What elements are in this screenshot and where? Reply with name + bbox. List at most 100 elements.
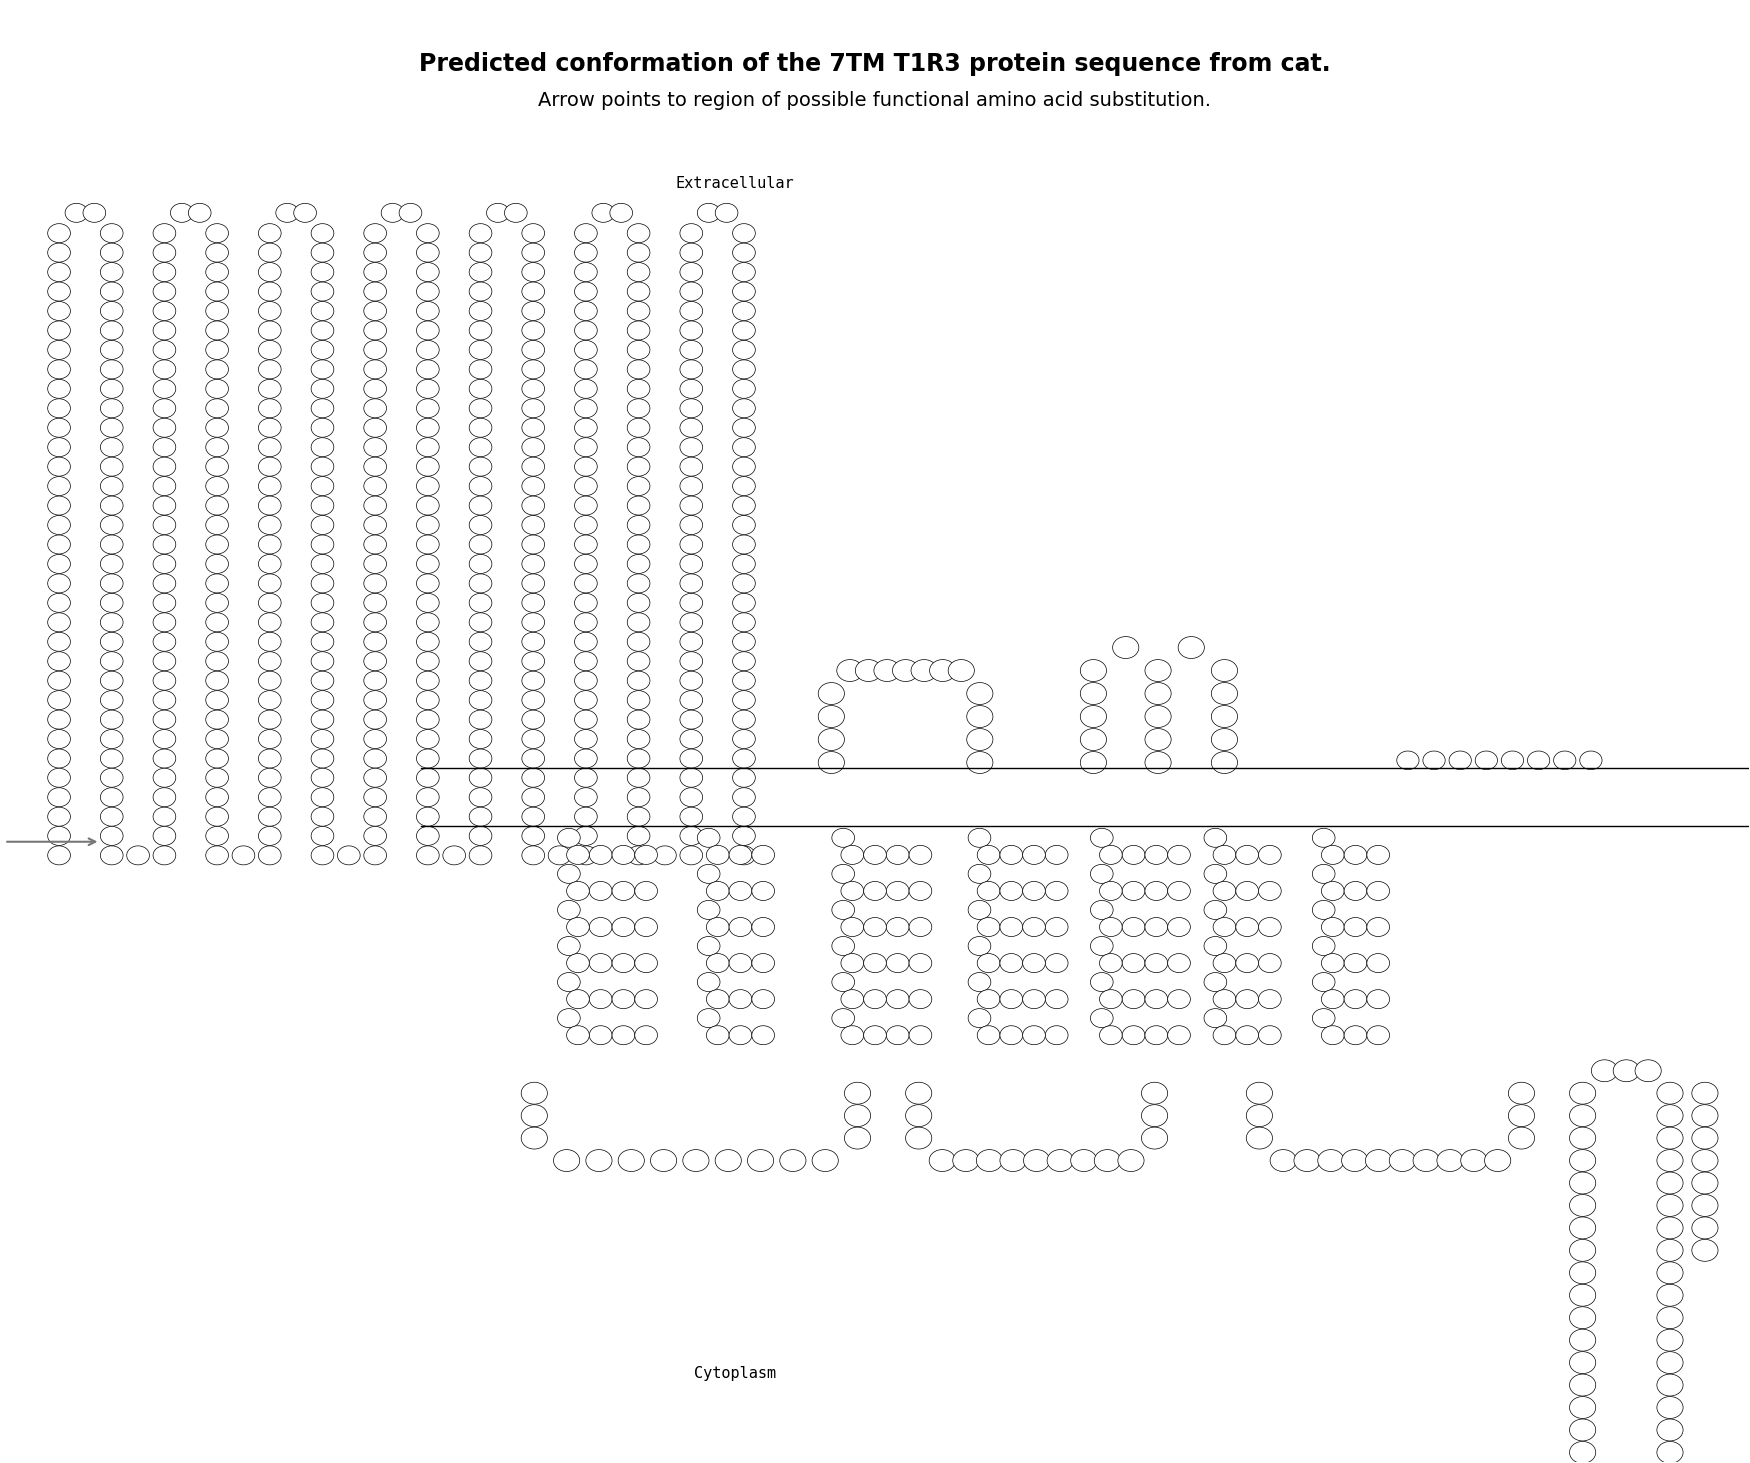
Circle shape (1258, 954, 1281, 973)
Circle shape (574, 360, 597, 379)
Circle shape (1692, 1172, 1718, 1194)
Circle shape (312, 379, 334, 398)
Circle shape (567, 917, 590, 936)
Circle shape (522, 613, 544, 632)
Circle shape (1144, 882, 1167, 900)
Circle shape (1344, 989, 1367, 1008)
Circle shape (574, 515, 597, 534)
Circle shape (100, 301, 122, 320)
Circle shape (1122, 846, 1144, 865)
Circle shape (682, 1150, 709, 1172)
Circle shape (469, 730, 492, 749)
Circle shape (100, 224, 122, 243)
Circle shape (1236, 989, 1258, 1008)
Circle shape (635, 954, 658, 973)
Circle shape (1122, 1026, 1144, 1045)
Circle shape (100, 613, 122, 632)
Circle shape (152, 477, 175, 496)
Circle shape (626, 787, 649, 806)
Circle shape (1022, 1026, 1045, 1045)
Circle shape (681, 846, 704, 865)
Circle shape (1321, 917, 1344, 936)
Circle shape (416, 243, 439, 262)
Circle shape (1211, 752, 1237, 774)
Circle shape (259, 827, 282, 846)
Circle shape (416, 787, 439, 806)
Circle shape (626, 224, 649, 243)
Circle shape (100, 730, 122, 749)
Circle shape (47, 515, 70, 534)
Circle shape (626, 710, 649, 729)
Circle shape (1122, 954, 1144, 973)
Circle shape (259, 594, 282, 613)
Circle shape (100, 243, 122, 262)
Circle shape (733, 846, 756, 865)
Circle shape (1312, 865, 1335, 884)
Circle shape (831, 828, 854, 847)
Circle shape (416, 808, 439, 827)
Circle shape (259, 282, 282, 301)
Circle shape (259, 749, 282, 768)
Circle shape (47, 594, 70, 613)
Circle shape (1344, 954, 1367, 973)
Circle shape (681, 827, 704, 846)
Circle shape (1423, 751, 1446, 770)
Circle shape (206, 710, 229, 729)
Circle shape (733, 691, 756, 710)
Circle shape (1342, 1150, 1368, 1172)
Circle shape (1570, 1263, 1596, 1283)
Circle shape (312, 554, 334, 573)
Circle shape (1502, 751, 1524, 770)
Circle shape (574, 456, 597, 475)
Circle shape (1211, 705, 1237, 727)
Circle shape (812, 1150, 838, 1172)
Circle shape (1144, 1026, 1167, 1045)
Circle shape (864, 846, 886, 865)
Circle shape (364, 768, 387, 787)
Circle shape (1692, 1217, 1718, 1239)
Circle shape (206, 477, 229, 496)
Circle shape (1484, 1150, 1510, 1172)
Circle shape (733, 496, 756, 515)
Circle shape (1246, 1105, 1272, 1127)
Circle shape (364, 262, 387, 281)
Circle shape (567, 846, 590, 865)
Circle shape (752, 882, 775, 900)
Circle shape (1390, 1150, 1416, 1172)
Circle shape (206, 379, 229, 398)
Circle shape (47, 672, 70, 691)
Circle shape (47, 730, 70, 749)
Circle shape (1692, 1127, 1718, 1148)
Circle shape (558, 973, 581, 992)
Circle shape (966, 705, 992, 727)
Circle shape (626, 808, 649, 827)
Circle shape (1022, 846, 1045, 865)
Circle shape (364, 651, 387, 670)
Circle shape (966, 683, 992, 705)
Circle shape (206, 418, 229, 437)
Circle shape (522, 418, 544, 437)
Circle shape (567, 1026, 590, 1045)
Circle shape (1449, 751, 1472, 770)
Circle shape (47, 846, 70, 865)
Circle shape (1167, 954, 1190, 973)
Circle shape (1657, 1127, 1684, 1148)
Circle shape (1367, 846, 1390, 865)
Circle shape (999, 846, 1022, 865)
Circle shape (259, 437, 282, 456)
Circle shape (206, 224, 229, 243)
Circle shape (574, 437, 597, 456)
Circle shape (469, 379, 492, 398)
Circle shape (469, 749, 492, 768)
Circle shape (100, 768, 122, 787)
Circle shape (416, 535, 439, 554)
Circle shape (1080, 705, 1106, 727)
Circle shape (681, 243, 704, 262)
Circle shape (469, 787, 492, 806)
Circle shape (558, 865, 581, 884)
Circle shape (469, 477, 492, 496)
Circle shape (100, 262, 122, 281)
Circle shape (416, 360, 439, 379)
Circle shape (590, 846, 612, 865)
Circle shape (966, 752, 992, 774)
